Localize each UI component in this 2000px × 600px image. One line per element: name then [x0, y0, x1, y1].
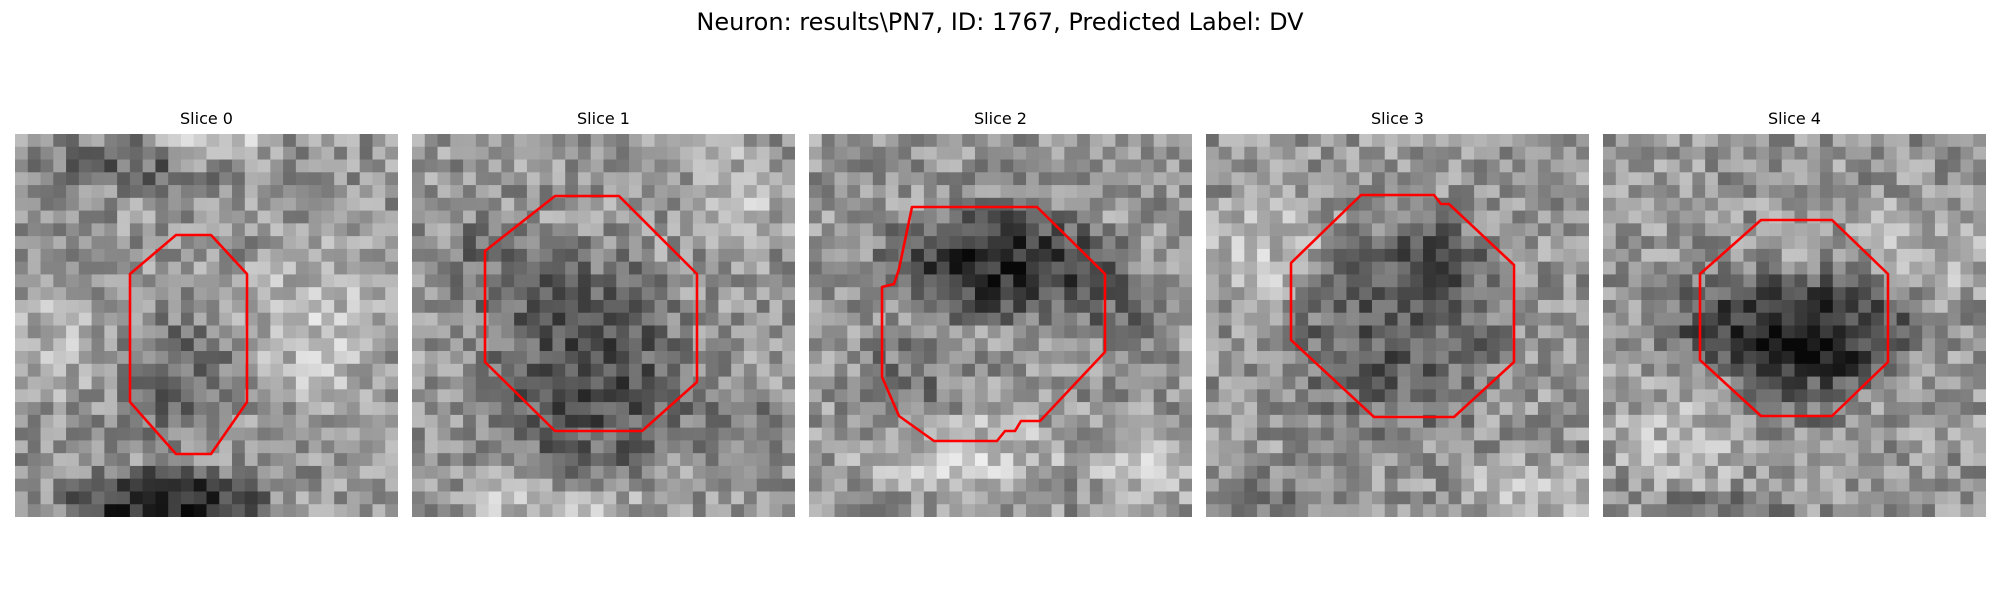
pixel-grid: [412, 134, 795, 517]
pixel-grid: [1603, 134, 1986, 517]
slice-panel-1: Slice 1: [412, 0, 795, 600]
slice-title: Slice 3: [1206, 108, 1589, 130]
slice-image: [1206, 134, 1589, 517]
slice-image: [1603, 134, 1986, 517]
slice-title: Slice 0: [15, 108, 398, 130]
slice-panel-4: Slice 4: [1603, 0, 1986, 600]
slice-title: Slice 4: [1603, 108, 1986, 130]
slice-image: [809, 134, 1192, 517]
slice-image: [412, 134, 795, 517]
pixel-grid: [15, 134, 398, 517]
slice-title: Slice 1: [412, 108, 795, 130]
pixel-grid: [809, 134, 1192, 517]
slice-panel-0: Slice 0: [15, 0, 398, 600]
slice-title: Slice 2: [809, 108, 1192, 130]
slice-image: [15, 134, 398, 517]
slice-panel-2: Slice 2: [809, 0, 1192, 600]
pixel-grid: [1206, 134, 1589, 517]
slice-panel-3: Slice 3: [1206, 0, 1589, 600]
